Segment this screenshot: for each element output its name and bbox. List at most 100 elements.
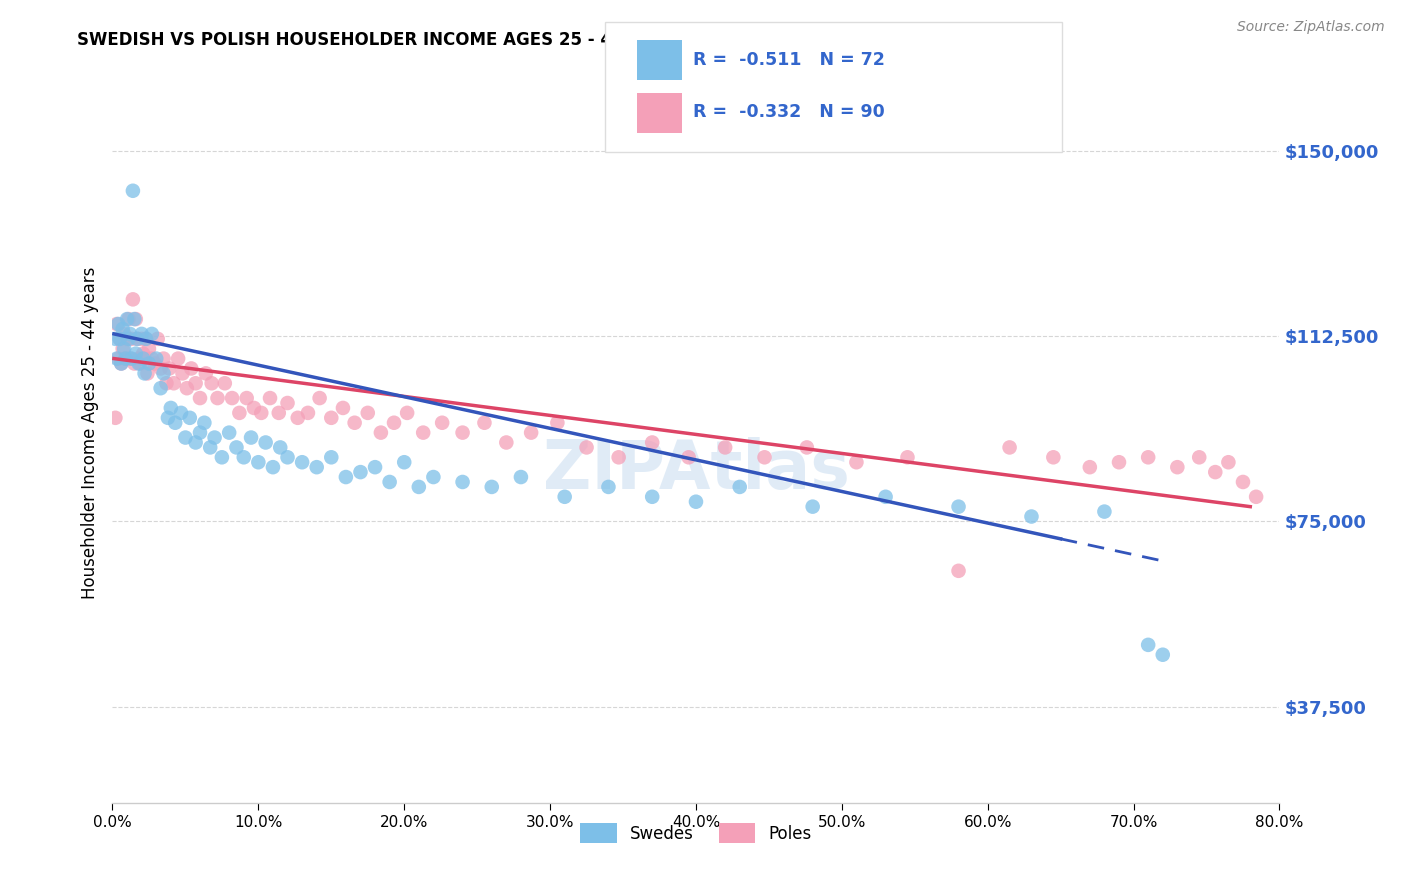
Point [124, 357, 146, 371]
Point [481, 480, 503, 494]
Point [321, 410, 343, 425]
Point [114, 351, 136, 366]
Point [218, 425, 240, 440]
Point [1078, 460, 1101, 475]
Point [122, 293, 145, 307]
Point [138, 342, 160, 356]
Point [200, 441, 222, 455]
Point [641, 490, 664, 504]
Point [176, 381, 198, 395]
Point [104, 332, 127, 346]
Point [107, 351, 129, 366]
Point [170, 406, 193, 420]
Point [118, 326, 141, 341]
Point [1232, 475, 1254, 489]
Point [998, 441, 1021, 455]
Text: Source: ZipAtlas.com: Source: ZipAtlas.com [1237, 20, 1385, 34]
Point [297, 406, 319, 420]
Point [267, 406, 290, 420]
Point [135, 332, 157, 346]
Point [152, 351, 174, 366]
Point [156, 410, 179, 425]
Point [134, 351, 156, 366]
Point [370, 425, 392, 440]
Point [1137, 638, 1160, 652]
Point [474, 416, 496, 430]
Point [129, 357, 152, 371]
Point [754, 450, 776, 465]
Point [845, 455, 868, 469]
Point [1137, 450, 1160, 465]
Point [1244, 490, 1267, 504]
Point [1042, 450, 1064, 465]
Point [105, 351, 128, 366]
Point [111, 342, 134, 356]
Point [146, 332, 169, 346]
Point [111, 322, 134, 336]
Point [243, 401, 266, 415]
Point [291, 455, 314, 469]
Point [188, 391, 211, 405]
Point [211, 450, 233, 465]
Point [149, 361, 172, 376]
Point [167, 351, 190, 366]
Point [110, 357, 132, 371]
Point [520, 425, 543, 440]
Point [105, 317, 128, 331]
Point [546, 416, 568, 430]
Point [685, 494, 707, 508]
Point [305, 460, 328, 475]
Point [122, 184, 145, 198]
Point [495, 435, 517, 450]
Point [378, 475, 401, 489]
Point [641, 435, 664, 450]
Point [276, 396, 298, 410]
Point [948, 564, 970, 578]
Point [132, 346, 155, 360]
Point [125, 346, 148, 360]
Point [128, 351, 150, 366]
Point [115, 312, 138, 326]
Point [136, 367, 159, 381]
Point [188, 425, 211, 440]
Point [276, 450, 298, 465]
Point [141, 351, 163, 366]
Point [896, 450, 918, 465]
Point [131, 332, 153, 346]
Text: ZIPAtlas: ZIPAtlas [543, 437, 849, 502]
Point [193, 416, 215, 430]
Point [247, 455, 270, 469]
Point [165, 416, 187, 430]
Point [117, 332, 139, 346]
Point [607, 450, 630, 465]
Point [112, 326, 135, 341]
Point [128, 357, 150, 371]
Point [269, 441, 291, 455]
Point [157, 361, 180, 376]
Point [598, 480, 620, 494]
Point [422, 470, 444, 484]
Point [349, 465, 371, 479]
Point [1188, 450, 1211, 465]
Point [575, 441, 598, 455]
Point [250, 406, 273, 420]
Y-axis label: Householder Income Ages 25 - 44 years: Householder Income Ages 25 - 44 years [80, 267, 98, 599]
Point [127, 332, 149, 346]
Point [225, 441, 247, 455]
Point [1152, 648, 1174, 662]
Point [332, 401, 354, 415]
Point [948, 500, 970, 514]
Point [204, 431, 226, 445]
Point [163, 376, 186, 391]
Point [149, 381, 172, 395]
Point [124, 312, 146, 326]
Point [125, 312, 148, 326]
Point [127, 332, 149, 346]
Point [1166, 460, 1188, 475]
Point [134, 367, 156, 381]
Point [114, 351, 136, 366]
Point [184, 435, 207, 450]
Point [1094, 505, 1116, 519]
Point [194, 367, 217, 381]
Point [214, 376, 236, 391]
